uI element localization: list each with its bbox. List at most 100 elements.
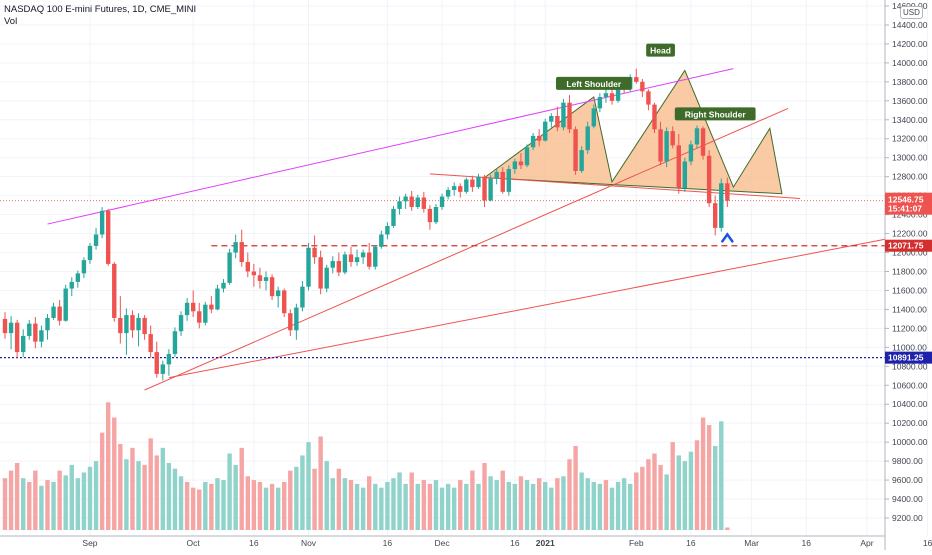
volume-bar (233, 464, 238, 530)
price-tick-label: 13600.00 (892, 96, 928, 106)
candle-body (379, 234, 384, 247)
price-tick-label: 10200.00 (892, 418, 928, 428)
candle-body (494, 171, 499, 179)
candle-body (433, 207, 439, 223)
price-tick-label: 13800.00 (892, 77, 928, 87)
left-shoulder-label: Left Shoulder (566, 79, 621, 89)
time-tick-label: Dec (434, 538, 450, 548)
volume-bar (597, 483, 603, 530)
volume-bar (69, 464, 74, 530)
volume-bar (75, 478, 81, 530)
volume-bar (160, 447, 166, 530)
volume-bar (360, 487, 366, 530)
price-tick-label: 9200.00 (892, 513, 923, 523)
candle-body (415, 197, 420, 208)
candle-body (664, 131, 669, 162)
time-tick-label: Feb (629, 538, 644, 548)
price-tick-label: 9800.00 (892, 456, 923, 466)
volume-bar (567, 459, 572, 530)
volume-bar (640, 466, 645, 530)
time-tick-label: 16 (383, 538, 393, 548)
volume-bar (300, 455, 305, 530)
price-tick-label: 12800.00 (892, 172, 928, 182)
candle-body (652, 104, 657, 130)
candle-body (530, 135, 536, 148)
neckline (429, 173, 801, 199)
candle-body (579, 150, 584, 171)
time-axis: Sep Oct 16 Nov 16 Dec 16 2021 Feb 16 Mar 16 Apr 16 (82, 538, 932, 548)
price-tick-label: 11000.00 (892, 342, 927, 352)
chart-header: NASDAQ 100 E-mini Futures, 1D, CME_MINI … (4, 4, 196, 28)
candle-body (451, 186, 457, 190)
volume-bar (105, 402, 111, 530)
candle-body (57, 306, 62, 321)
volume-bar (682, 461, 688, 530)
candle-body (130, 315, 135, 331)
volume-bar (579, 472, 584, 530)
volume-bar (282, 481, 287, 530)
candle-body (482, 176, 487, 201)
candle-body (694, 128, 700, 145)
grid-layer (0, 0, 929, 536)
candle-body (391, 208, 396, 226)
candles (2, 68, 730, 381)
price-tick-label: 14400.00 (892, 20, 928, 30)
candle-body (615, 86, 621, 101)
volume-bar (524, 480, 530, 530)
candle-body (124, 315, 129, 334)
price-tick-label: 13000.00 (892, 153, 928, 163)
volume-bar (549, 487, 554, 530)
price-tick-label: 14200.00 (892, 39, 928, 49)
candle-body (154, 352, 159, 374)
volume-bar (615, 481, 621, 530)
candle-body (14, 322, 20, 353)
volume-bar (494, 480, 499, 530)
candle-body (209, 304, 214, 310)
time-tick-label: Sep (82, 538, 97, 548)
volume-bar (664, 474, 669, 530)
volume-bar (628, 483, 633, 530)
volume-bar (458, 480, 463, 530)
candle-body (312, 247, 317, 258)
candle-body (421, 197, 427, 209)
volume-bar (719, 421, 724, 530)
volume-bar (385, 481, 390, 530)
candle-body (215, 288, 220, 310)
volume-bar (14, 463, 20, 530)
candle-body (45, 317, 50, 331)
candle-body (658, 129, 663, 162)
candle-body (136, 317, 141, 331)
time-tick-label: 16 (923, 538, 932, 548)
candle-body (263, 277, 269, 281)
left-shoulder-label-bg (555, 76, 632, 90)
volume-bar (676, 455, 681, 530)
candle-body (172, 331, 178, 354)
candle-body (700, 128, 706, 156)
candle-body (275, 290, 281, 297)
currency-badge[interactable]: USD (900, 6, 923, 19)
volume-bar (118, 444, 123, 530)
time-tick-label: Mar (744, 538, 759, 548)
volume-bar (112, 417, 117, 530)
head-label: Head (650, 46, 671, 56)
candle-body (348, 254, 354, 262)
volume-bar (646, 459, 651, 530)
countdown-value: 15:41:07 (888, 204, 922, 214)
candle-body (251, 271, 257, 276)
volume-bar (21, 478, 26, 530)
head-label-bg (646, 43, 675, 57)
candle-body (409, 196, 414, 208)
candle-body (197, 311, 202, 323)
volume-bar (93, 461, 99, 530)
candle-body (166, 353, 172, 365)
last-price-value: 12546.75 (888, 195, 924, 205)
candle-body (69, 281, 74, 289)
candle-body (470, 179, 475, 188)
volume-bar (81, 472, 87, 530)
volume-bar (227, 453, 232, 530)
price-tick-label: 14000.00 (892, 58, 928, 68)
volume-bar (245, 476, 250, 530)
candle-body (597, 97, 603, 109)
